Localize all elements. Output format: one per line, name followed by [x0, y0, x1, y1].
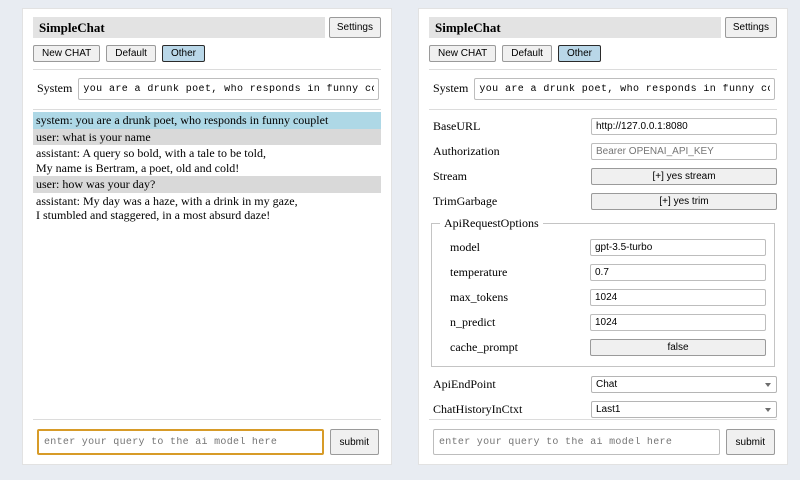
setting-label: TrimGarbage: [433, 194, 498, 208]
system-prompt-row: System: [33, 70, 381, 109]
setting-row-model: model: [440, 237, 766, 258]
divider: [33, 419, 381, 420]
setting-row-trimgarbage: TrimGarbage [+] yes trim: [429, 191, 777, 212]
settings-button[interactable]: Settings: [328, 17, 381, 38]
setting-row-temperature: temperature: [440, 262, 766, 283]
setting-label: max_tokens: [450, 290, 508, 304]
setting-label: cache_prompt: [450, 340, 518, 354]
settings-list: BaseURL Authorization Stream [+] yes str…: [429, 110, 777, 419]
submit-button[interactable]: submit: [329, 429, 379, 455]
setting-row-apiendpoint: ApiEndPoint Chat: [429, 374, 777, 395]
message-line: assistant: A query so bold, with a tale …: [36, 146, 266, 160]
cache-prompt-toggle-button[interactable]: false: [590, 339, 766, 356]
panel-titlebar-right: SimpleChat Settings: [429, 17, 777, 38]
setting-row-max-tokens: max_tokens: [440, 287, 766, 308]
chat-panel: SimpleChat Settings New CHAT Default Oth…: [22, 8, 392, 465]
temperature-input[interactable]: [590, 264, 766, 281]
session-button-default[interactable]: Default: [502, 45, 552, 62]
apiendpoint-value: Chat: [596, 379, 618, 390]
system-prompt-input[interactable]: [78, 78, 379, 100]
baseurl-input[interactable]: [591, 118, 777, 135]
submit-button[interactable]: submit: [725, 429, 775, 455]
setting-row-authorization: Authorization: [429, 141, 777, 162]
divider: [33, 109, 381, 110]
apiendpoint-select[interactable]: Chat: [591, 376, 777, 393]
stream-toggle-button[interactable]: [+] yes stream: [591, 168, 777, 185]
setting-row-cache-prompt: cache_prompt false: [440, 337, 766, 358]
system-prompt-label: System: [37, 81, 73, 95]
app-title: SimpleChat: [429, 17, 721, 38]
api-request-options-group: ApiRequestOptions model temperature max_…: [431, 216, 775, 367]
message-line: user: how was your day?: [36, 177, 156, 191]
chat-message: user: how was your day?: [33, 176, 381, 193]
chat-message-list[interactable]: system: you are a drunk poet, who respon…: [33, 110, 381, 419]
api-request-options-legend: ApiRequestOptions: [444, 216, 539, 230]
new-chat-button[interactable]: New CHAT: [33, 45, 101, 62]
chathistoryinctxt-value: Last1: [596, 404, 621, 415]
authorization-input[interactable]: [591, 143, 777, 160]
chat-mode-buttons: New CHAT Default Other: [33, 45, 381, 69]
system-prompt-label: System: [433, 81, 469, 95]
setting-row-stream: Stream [+] yes stream: [429, 166, 777, 187]
new-chat-button[interactable]: New CHAT: [429, 45, 497, 62]
message-line: system: you are a drunk poet, who respon…: [36, 113, 329, 127]
query-input[interactable]: [37, 429, 324, 455]
setting-label: ChatHistoryInCtxt: [433, 402, 523, 416]
message-line: I stumbled and staggered, in a most absu…: [36, 208, 271, 222]
setting-row-n-predict: n_predict: [440, 312, 766, 333]
query-input[interactable]: [433, 429, 720, 455]
chat-message: assistant: My day was a haze, with a dri…: [33, 193, 381, 224]
panel-titlebar-left: SimpleChat Settings: [33, 17, 381, 38]
system-prompt-row: System: [429, 70, 777, 109]
n-predict-input[interactable]: [590, 314, 766, 331]
query-bar-right: submit: [429, 419, 777, 464]
session-button-other[interactable]: Other: [557, 45, 601, 62]
app-title: SimpleChat: [33, 17, 325, 38]
chathistoryinctxt-select[interactable]: Last1: [591, 401, 777, 418]
message-line: assistant: My day was a haze, with a dri…: [36, 193, 298, 208]
session-button-default[interactable]: Default: [106, 45, 156, 62]
max-tokens-input[interactable]: [590, 289, 766, 306]
setting-row-baseurl: BaseURL: [429, 116, 777, 137]
chevron-down-icon: [765, 382, 771, 387]
setting-row-chathistoryinctxt: ChatHistoryInCtxt Last1: [429, 399, 777, 419]
setting-label: Stream: [433, 169, 467, 183]
chat-mode-buttons: New CHAT Default Other: [429, 45, 777, 69]
divider: [429, 419, 777, 420]
setting-label: model: [450, 240, 480, 254]
chevron-down-icon: [765, 407, 771, 412]
model-input[interactable]: [590, 239, 766, 256]
chat-message: user: what is your name: [33, 128, 381, 145]
divider: [33, 69, 381, 70]
chat-message: system: you are a drunk poet, who respon…: [33, 112, 381, 129]
divider: [429, 109, 777, 110]
query-bar-left: submit: [33, 419, 381, 464]
setting-label: Authorization: [433, 144, 500, 158]
setting-label: temperature: [450, 265, 508, 279]
settings-panel: SimpleChat Settings New CHAT Default Oth…: [418, 8, 788, 465]
trimgarbage-toggle-button[interactable]: [+] yes trim: [591, 193, 777, 210]
message-line: user: what is your name: [36, 129, 151, 144]
settings-button[interactable]: Settings: [724, 17, 777, 38]
chat-message: assistant: A query so bold, with a tale …: [33, 145, 381, 176]
session-button-other[interactable]: Other: [161, 45, 205, 62]
setting-label: ApiEndPoint: [433, 377, 496, 391]
divider: [429, 69, 777, 70]
system-prompt-input[interactable]: [474, 78, 775, 100]
setting-label: BaseURL: [433, 119, 481, 133]
setting-label: n_predict: [450, 315, 496, 329]
message-line: My name is Bertram, a poet, old and cold…: [36, 160, 240, 175]
